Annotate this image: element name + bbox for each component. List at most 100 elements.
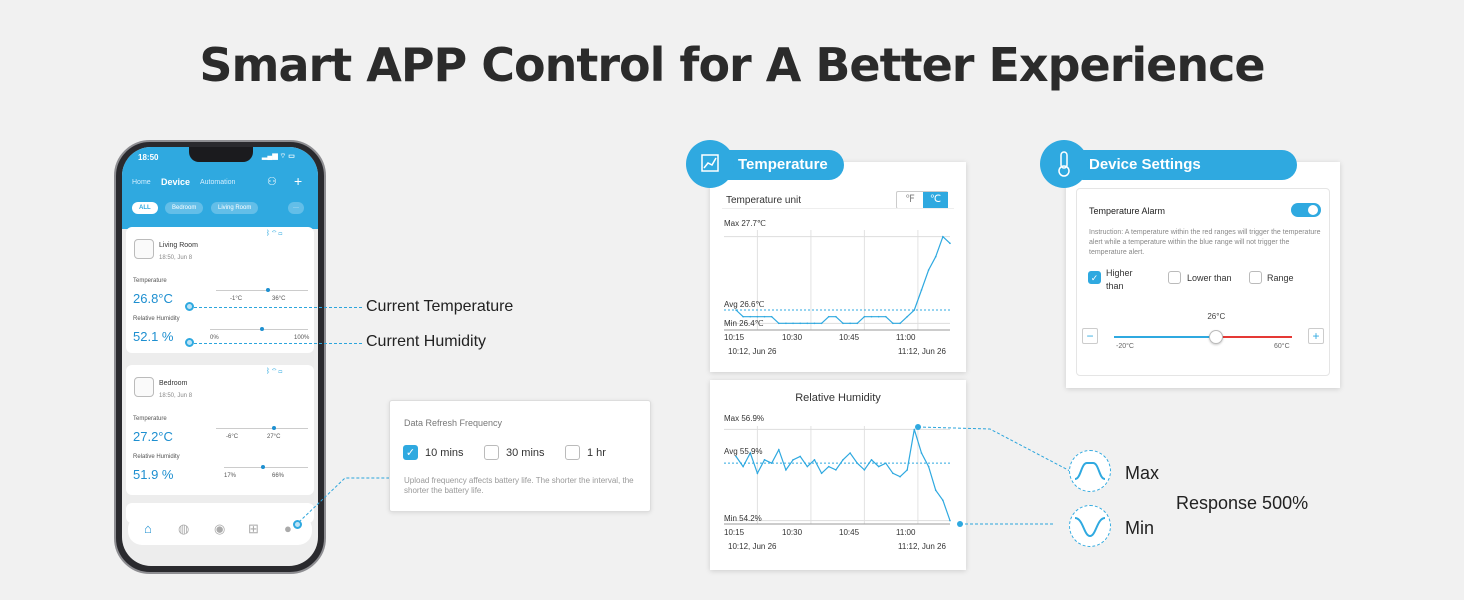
response-text: Response 500% (1176, 493, 1309, 513)
option-1-hr-label: 1 hr (587, 447, 606, 459)
data-point (785, 469, 787, 471)
data-point (813, 458, 816, 461)
cart-icon[interactable]: ⊞ (248, 521, 259, 536)
data-point (756, 315, 759, 318)
add-icon[interactable]: + (294, 173, 303, 189)
divider (722, 208, 954, 209)
device-time: 18:50, Jun 8 (159, 255, 193, 261)
refresh-title: Data Refresh Frequency (404, 418, 503, 428)
data-point (885, 315, 887, 318)
refresh-callout-line (298, 477, 389, 523)
range-label: Range (1267, 273, 1294, 283)
data-point (849, 322, 851, 325)
x-tick: 10:15 (724, 333, 745, 342)
data-point (906, 315, 908, 318)
option-10-mins-checkbox[interactable]: ✓ (403, 445, 418, 460)
data-point (934, 255, 937, 258)
decrease-button[interactable]: − (1082, 328, 1098, 344)
data-point (906, 469, 908, 471)
option-30-mins-checkbox[interactable] (484, 445, 499, 460)
home-icon[interactable]: ⌂ (144, 521, 152, 536)
data-point (827, 315, 830, 318)
higher-than-checkbox[interactable]: ✓ (1088, 271, 1101, 284)
tab-automation[interactable]: Automation (200, 179, 236, 186)
option-1-hr-checkbox[interactable] (565, 445, 580, 460)
lower-than-checkbox[interactable] (1168, 271, 1181, 284)
temp-callout-dot (185, 302, 194, 311)
alarm-instruction: Instruction: A temperature within the re… (1089, 229, 1321, 256)
data-point (742, 315, 744, 318)
x-tick: 11:00 (896, 333, 916, 342)
data-point (849, 452, 851, 454)
increase-button[interactable]: + (1308, 328, 1324, 344)
compass-icon[interactable]: ◉ (214, 521, 226, 536)
data-point (778, 448, 780, 451)
more-icon[interactable]: ··· (288, 202, 304, 214)
data-point (792, 458, 794, 461)
chart-icon (701, 154, 719, 172)
max-label: Max (1125, 463, 1160, 483)
temp-callout-line (194, 307, 362, 308)
filter-all[interactable]: ALL (132, 202, 158, 214)
tab-home[interactable]: Home (132, 179, 151, 186)
range-checkbox[interactable] (1249, 271, 1262, 284)
device-settings-card: Temperature Alarm Instruction: A tempera… (1066, 162, 1340, 388)
data-point (877, 315, 880, 318)
temp-marker (272, 426, 276, 430)
device-card-living-room[interactable]: Living Room 18:50, Jun 8 ᛒ ⌔ ▭ Temperatu… (126, 227, 314, 353)
data-point (949, 242, 951, 245)
bluetooth-wifi-battery-icon: ᛒ ⌔ ▭ (266, 230, 283, 237)
hum-max: 100% (294, 335, 310, 341)
toggle-knob (1308, 205, 1318, 215)
x-end-label: 11:12, Jun 26 (898, 542, 946, 551)
bottom-nav: ⌂ ◍ ◉ ⊞ ● (128, 515, 312, 545)
hum-callout-line (194, 343, 362, 344)
temp-range-line (216, 290, 308, 291)
scene-icon[interactable]: ⚇ (267, 176, 277, 188)
data-point (892, 322, 894, 325)
data-point (813, 322, 816, 325)
range-max-label: 60°C (1274, 343, 1290, 350)
x-tick: 10:45 (839, 333, 860, 342)
status-time: 18:50 (138, 153, 159, 162)
data-point (749, 315, 752, 318)
hum-max: 66% (272, 473, 285, 479)
threshold-slider-knob[interactable] (1209, 330, 1224, 344)
unit-toggle: ℉ ℃ (896, 191, 948, 209)
data-point (756, 472, 759, 475)
globe-icon[interactable]: ◍ (178, 521, 190, 536)
alarm-section (1076, 188, 1330, 376)
alarm-toggle[interactable] (1291, 203, 1321, 217)
slider-track-safe (1114, 336, 1217, 338)
tab-device[interactable]: Device (161, 177, 191, 187)
x-tick: 10:30 (782, 528, 803, 537)
temp-range-line (216, 428, 308, 429)
hum-value: 51.9 % (133, 467, 174, 482)
data-point (920, 289, 923, 291)
x-tick: 11:00 (896, 528, 916, 537)
data-point (820, 472, 823, 475)
unit-fahrenheit[interactable]: ℉ (905, 194, 915, 205)
option-10-mins-label: 10 mins (425, 447, 464, 459)
temp-min: -6°C (226, 434, 239, 440)
alarm-label: Temperature Alarm (1089, 206, 1166, 216)
data-point (870, 315, 873, 318)
device-card-bedroom[interactable]: Bedroom 18:50, Jun 8 ᛒ ⌔ ▭ Temperature 2… (126, 365, 314, 495)
filter-living-room[interactable]: Living Room (211, 202, 259, 214)
data-point (863, 469, 866, 471)
filter-bedroom[interactable]: Bedroom (165, 202, 204, 214)
page-headline: Smart APP Control for A Better Experienc… (199, 38, 1265, 92)
profile-icon[interactable]: ● (284, 521, 292, 536)
data-point (835, 469, 837, 471)
callout-current-humidity: Current Humidity (366, 333, 487, 350)
device-icon (134, 377, 154, 397)
temp-min: -1°C (230, 296, 243, 302)
humidity-chart-title: Relative Humidity (795, 392, 881, 404)
data-point (927, 269, 930, 271)
temp-max: 27°C (267, 434, 281, 440)
unit-celsius[interactable]: ℃ (923, 192, 948, 208)
device-settings-badge: Device Settings (1068, 150, 1297, 180)
data-point (899, 475, 901, 478)
refresh-callout-dot (293, 520, 302, 529)
phone-notch (189, 147, 253, 162)
